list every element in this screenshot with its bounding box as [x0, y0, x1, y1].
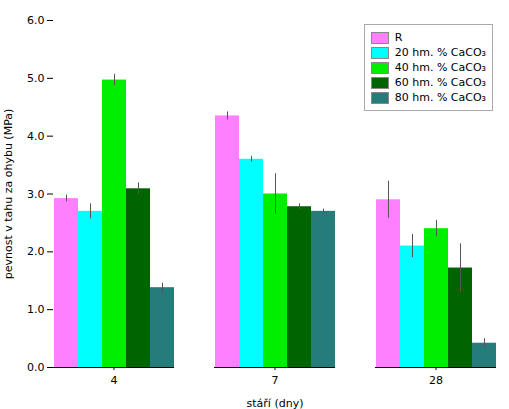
html-text:80 hm. % CaCO₃: 80 hm. % CaCO₃ — [394, 91, 486, 104]
svg-text:2.0: 2.0 — [27, 245, 45, 258]
svg-text:6.0: 6.0 — [27, 14, 45, 27]
svg-text:7: 7 — [272, 374, 279, 387]
html-text:60 hm. % CaCO₃: 60 hm. % CaCO₃ — [394, 76, 486, 89]
svg-text:0.0: 0.0 — [27, 361, 45, 374]
html-text:R: R — [394, 31, 403, 44]
svg-text:5.0: 5.0 — [27, 72, 45, 85]
svg-text:4.0: 4.0 — [27, 130, 45, 143]
svg-text:4: 4 — [111, 374, 118, 387]
svg-text:28: 28 — [429, 374, 443, 387]
html-text:20 hm. % CaCO₃: 20 hm. % CaCO₃ — [394, 46, 486, 59]
html-text:40 hm. % CaCO₃: 40 hm. % CaCO₃ — [394, 61, 486, 74]
svg-text:3.0: 3.0 — [27, 188, 45, 201]
svg-text:1.0: 1.0 — [27, 303, 45, 316]
svg-text:stáří (dny): stáří (dny) — [247, 397, 304, 409]
svg-text:pevnost v tahu za ohybu (MPa): pevnost v tahu za ohybu (MPa) — [2, 109, 15, 280]
